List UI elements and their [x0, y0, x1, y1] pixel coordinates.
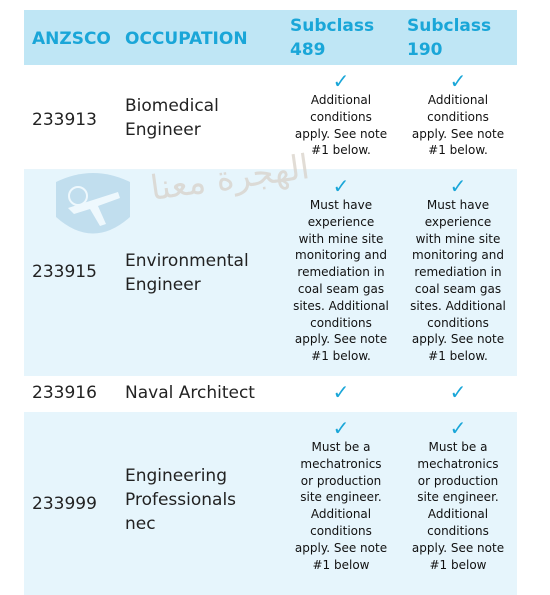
check-icon: ✓ [449, 380, 467, 404]
subclass-489-cell: ✓ [287, 381, 395, 403]
anzsco-code: 233913 [32, 110, 97, 130]
condition-line: apply. See note [411, 540, 505, 555]
table-row: 233913 Biomedical Engineer ✓ Additional … [24, 65, 517, 170]
watermark-plane-icon [56, 173, 130, 234]
condition-line: conditions [427, 523, 489, 538]
condition-line: Additional [310, 507, 372, 522]
condition-line: experience [424, 214, 492, 229]
condition-line: coal seam gas [297, 281, 385, 296]
condition-line: Must have [426, 198, 490, 212]
occupation-line: nec [125, 514, 156, 534]
subclass-489-cell: ✓ Additional conditions apply. See note … [287, 70, 395, 159]
header-subclass-489-label: Subclass [290, 16, 375, 36]
subclass-190-cell: ✓ Additional conditions apply. See note … [404, 70, 512, 159]
condition-line: conditions [310, 109, 372, 124]
condition-line: site engineer. [300, 490, 382, 505]
subclass-190-cell: ✓ Must be a mechatronics or production s… [404, 417, 512, 573]
condition-line: Must have [309, 198, 373, 212]
occupation-line: Engineer [125, 120, 201, 140]
condition-line: Must be a [311, 440, 371, 454]
check-icon: ✓ [449, 69, 467, 93]
occupation-line: Biomedical [125, 96, 219, 116]
condition-line: apply. See note [411, 332, 505, 347]
occupation-line: Naval Architect [125, 383, 255, 403]
occupation-line: Engineering [125, 466, 227, 486]
anzsco-code: 233999 [32, 494, 97, 514]
condition-line: experience [307, 214, 375, 229]
condition-line: monitoring and [295, 248, 387, 263]
condition-line: #1 below [429, 557, 487, 572]
occupation-name: Environmental Engineer [125, 249, 249, 297]
condition-line: Additional [427, 93, 489, 107]
occupation-line: Professionals [125, 490, 237, 510]
subclass-489-cell: ✓ Must have experience with mine site mo… [287, 175, 395, 365]
condition-line: apply. See note [294, 126, 388, 141]
condition-line: conditions [427, 109, 489, 124]
condition-line: Additional [427, 507, 489, 522]
header-subclass-190-number: 190 [407, 40, 443, 60]
check-icon: ✓ [332, 174, 350, 198]
occupation-name: Naval Architect [125, 381, 255, 405]
condition-line: apply. See note [294, 332, 388, 347]
condition-line: #1 below. [428, 143, 488, 158]
header-subclass-190: Subclass 190 [407, 14, 491, 62]
occupation-name: Biomedical Engineer [125, 94, 219, 142]
condition-line: or production [300, 473, 382, 488]
condition-line: apply. See note [294, 540, 388, 555]
anzsco-code: 233915 [32, 262, 97, 282]
condition-line: monitoring and [412, 248, 504, 263]
check-icon: ✓ [332, 69, 350, 93]
condition-line: #1 below. [428, 349, 488, 364]
condition-line: site engineer. [417, 490, 499, 505]
table-row: 233999 Engineering Professionals nec ✓ M… [24, 412, 517, 595]
table-header: ANZSCO OCCUPATION Subclass 489 Subclass … [24, 10, 517, 65]
subclass-190-cell: ✓ Must have experience with mine site mo… [404, 175, 512, 365]
condition-line: or production [417, 473, 499, 488]
condition-line: conditions [310, 315, 372, 330]
condition-line: apply. See note [411, 126, 505, 141]
condition-line: Additional [310, 93, 372, 107]
condition-line: coal seam gas [414, 281, 502, 296]
check-icon: ✓ [332, 380, 350, 404]
condition-line: remediation in [297, 265, 385, 280]
occupation-name: Engineering Professionals nec [125, 464, 236, 536]
condition-line: with mine site [415, 231, 501, 246]
condition-line: #1 below. [311, 349, 371, 364]
condition-line: with mine site [298, 231, 384, 246]
header-anzsco: ANZSCO [32, 29, 111, 49]
subclass-190-cell: ✓ [404, 381, 512, 403]
condition-line: Must be a [428, 440, 488, 454]
check-icon: ✓ [332, 416, 350, 440]
condition-line: conditions [310, 523, 372, 538]
header-subclass-489-number: 489 [290, 40, 326, 60]
anzsco-code: 233916 [32, 383, 97, 403]
condition-line: #1 below [312, 557, 370, 572]
occupation-line: Environmental [125, 251, 249, 271]
header-subclass-489: Subclass 489 [290, 14, 374, 62]
condition-line: mechatronics [300, 456, 382, 471]
condition-line: mechatronics [417, 456, 499, 471]
condition-line: sites. Additional [410, 298, 506, 313]
condition-line: conditions [427, 315, 489, 330]
table-row: 233915 Environmental Engineer ✓ Must hav… [24, 170, 517, 376]
condition-line: sites. Additional [293, 298, 389, 313]
condition-line: #1 below. [311, 143, 371, 158]
occupation-line: Engineer [125, 275, 201, 295]
table-row: 233916 Naval Architect ✓ ✓ [24, 376, 517, 411]
header-subclass-190-label: Subclass [407, 16, 492, 36]
condition-line: remediation in [414, 265, 502, 280]
subclass-489-cell: ✓ Must be a mechatronics or production s… [287, 417, 395, 573]
check-icon: ✓ [449, 416, 467, 440]
check-icon: ✓ [449, 174, 467, 198]
header-occupation: OCCUPATION [125, 29, 248, 49]
